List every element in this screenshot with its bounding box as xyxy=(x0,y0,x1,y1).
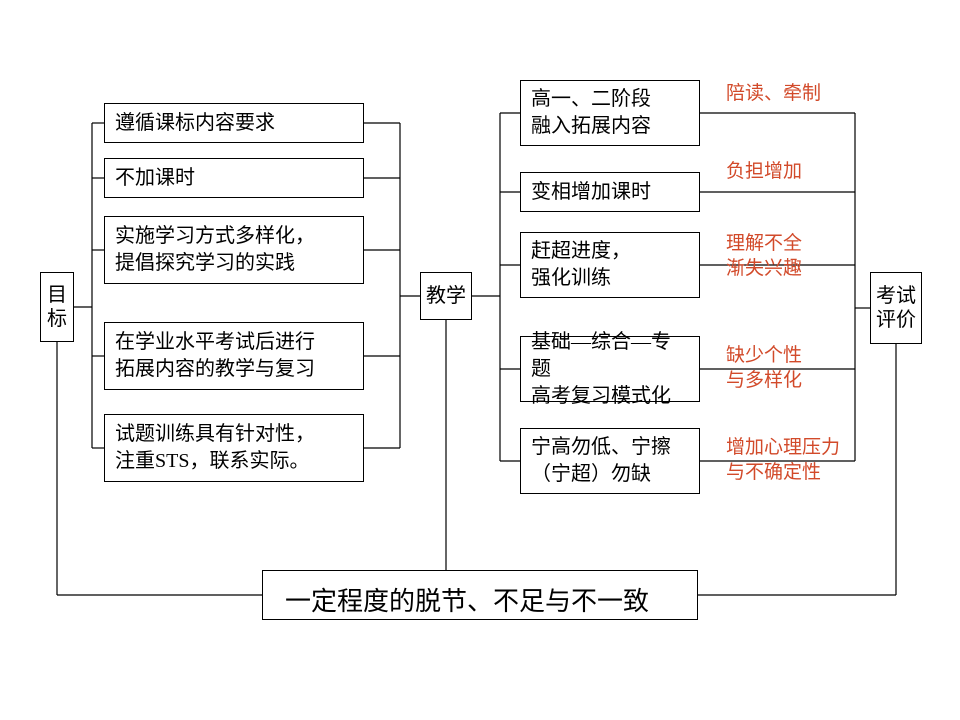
right-box-0: 高一、二阶段 融入拓展内容 xyxy=(520,80,700,146)
left-box-2: 实施学习方式多样化， 提倡探究学习的实践 xyxy=(104,216,364,284)
annotation-3: 缺少个性 与多样化 xyxy=(726,344,802,393)
right-box-3: 基础—综合—专题 高考复习模式化 xyxy=(520,336,700,402)
annotation-4: 增加心理压力 与不确定性 xyxy=(726,436,840,485)
left-box-4: 试题训练具有针对性， 注重STS，联系实际。 xyxy=(104,414,364,482)
right-box-1: 变相增加课时 xyxy=(520,172,700,212)
hub-exam-label: 考试 评价 xyxy=(875,284,917,332)
annotation-2: 理解不全 渐失兴趣 xyxy=(726,232,802,281)
hub-goal: 目 标 xyxy=(40,272,74,342)
hub-teaching: 教学 xyxy=(420,272,472,320)
hub-teaching-label: 教学 xyxy=(426,284,466,308)
annotation-0: 陪读、牵制 xyxy=(726,82,821,107)
right-box-4: 宁高勿低、宁擦 （宁超）勿缺 xyxy=(520,428,700,494)
right-box-2: 赶超进度， 强化训练 xyxy=(520,232,700,298)
bottom-summary-text: 一定程度的脱节、不足与不一致 xyxy=(285,587,649,616)
hub-goal-label: 目 标 xyxy=(45,283,69,331)
left-box-3: 在学业水平考试后进行 拓展内容的教学与复习 xyxy=(104,322,364,390)
bottom-summary: 一定程度的脱节、不足与不一致 xyxy=(262,570,698,620)
left-box-1: 不加课时 xyxy=(104,158,364,198)
annotation-1: 负担增加 xyxy=(726,160,802,185)
left-box-0: 遵循课标内容要求 xyxy=(104,103,364,143)
hub-exam: 考试 评价 xyxy=(870,272,922,344)
diagram-canvas: 目 标 教学 考试 评价 遵循课标内容要求不加课时实施学习方式多样化， 提倡探究… xyxy=(0,0,960,720)
